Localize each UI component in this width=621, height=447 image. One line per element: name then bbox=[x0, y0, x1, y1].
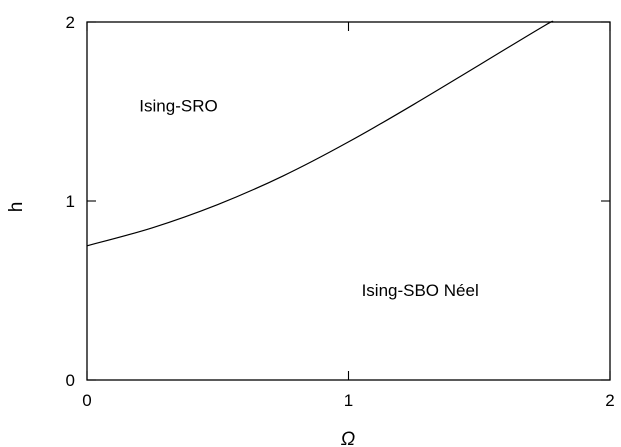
annotations-layer: Ising-SRO Ising-SBO Néel bbox=[139, 97, 478, 300]
region-label: Ising-SRO bbox=[139, 97, 217, 116]
y-tick-label: 0 bbox=[66, 371, 75, 390]
x-tick-label: 0 bbox=[82, 391, 91, 410]
y-tick-label: 2 bbox=[66, 13, 75, 32]
x-tick-label: 1 bbox=[344, 391, 353, 410]
tick-marks bbox=[86, 21, 611, 381]
plot-frame bbox=[86, 21, 611, 381]
region-label: Ising-SBO Néel bbox=[362, 281, 479, 300]
x-axis-label: Ω bbox=[341, 429, 355, 447]
y-axis-label: h bbox=[6, 202, 27, 213]
tick-labels: 0 1 2 0 1 2 bbox=[66, 13, 615, 410]
series-layer bbox=[86, 20, 554, 247]
phase-boundary-line bbox=[86, 20, 554, 247]
y-tick-label: 1 bbox=[66, 192, 75, 211]
x-tick-label: 2 bbox=[605, 391, 614, 410]
